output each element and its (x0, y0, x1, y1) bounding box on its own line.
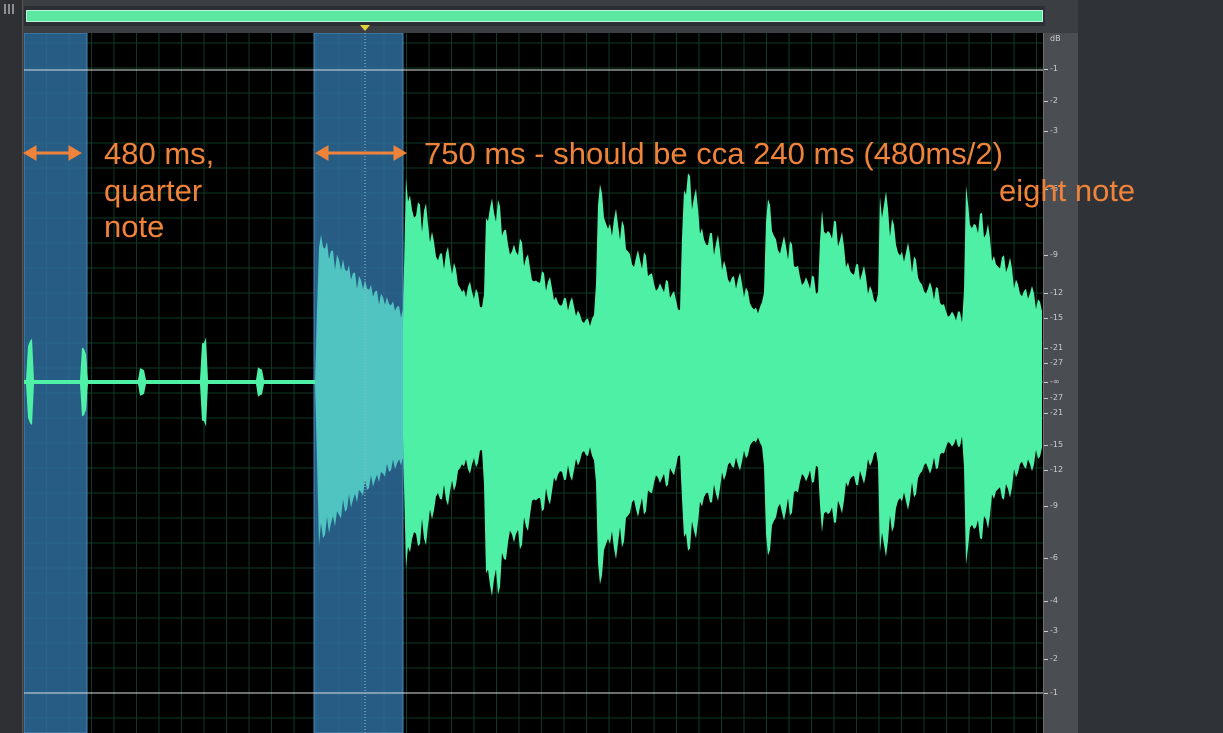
db-tick-label: -2 (1050, 96, 1058, 105)
eighth-label: 750 ms - should be cca 240 ms (480ms/2) (424, 136, 1003, 171)
db-tick-label: -21 (1050, 343, 1064, 352)
playhead-marker-icon[interactable] (360, 25, 370, 31)
eighth-arrow-right-icon (393, 145, 407, 161)
db-tick-label: -9 (1050, 250, 1058, 259)
waveform-selected (315, 234, 403, 546)
quarter-arrow-left-icon (23, 145, 37, 161)
db-tick-label: -4 (1050, 596, 1058, 605)
grip-icon[interactable] (4, 4, 16, 14)
db-tick-label: -27 (1050, 358, 1064, 367)
db-tick-label: -12 (1050, 288, 1064, 297)
db-tick-label: -3 (1050, 126, 1058, 135)
db-tick-mark (1044, 69, 1048, 70)
db-unit-label: dB (1050, 34, 1061, 43)
db-tick-mark (1044, 445, 1048, 446)
db-tick-label: -15 (1050, 313, 1064, 322)
db-tick-mark (1044, 189, 1048, 190)
db-tick-label: -15 (1050, 440, 1064, 449)
eighth-arrow-left-icon (315, 145, 329, 161)
db-tick-label: -12 (1050, 465, 1064, 474)
db-ruler: dB -1 -2 -3 -6 -9 -12 -15 -21 -27 -∞ -27 -21 -15 -12 -9… (1043, 33, 1078, 733)
overview-bar[interactable] (24, 6, 1045, 26)
waveform (24, 173, 1042, 597)
db-tick-mark (1044, 506, 1048, 507)
db-tick-mark (1044, 382, 1048, 383)
quarter-label-line1: 480 ms, (104, 136, 215, 171)
db-tick-mark (1044, 398, 1048, 399)
quarter-label-line3: note (104, 209, 165, 244)
db-tick-mark (1044, 631, 1048, 632)
db-tick-mark (1044, 413, 1048, 414)
db-tick-label: -27 (1050, 393, 1064, 402)
db-tick-mark (1044, 601, 1048, 602)
db-tick-mark (1044, 659, 1048, 660)
db-tick-label: -6 (1050, 184, 1058, 193)
db-tick-mark (1044, 363, 1048, 364)
db-tick-label: -1 (1050, 688, 1058, 697)
db-tick-mark (1044, 293, 1048, 294)
right-panel (1078, 0, 1223, 733)
quarter-label-line2: quarter (104, 173, 203, 208)
db-tick-label: -∞ (1050, 377, 1060, 386)
db-tick-mark (1044, 255, 1048, 256)
track-header-strip (0, 0, 23, 733)
db-tick-mark (1044, 318, 1048, 319)
db-tick-mark (1044, 131, 1048, 132)
db-tick-label: -6 (1050, 553, 1058, 562)
db-tick-label: -2 (1050, 654, 1058, 663)
quarter-arrow-right-icon (68, 145, 82, 161)
db-tick-mark (1044, 470, 1048, 471)
db-tick-mark (1044, 693, 1048, 694)
db-tick-mark (1044, 348, 1048, 349)
eighth-label-line2: eight note (999, 173, 1136, 208)
db-tick-label: -9 (1050, 501, 1058, 510)
overview-waveform[interactable] (26, 10, 1043, 22)
db-tick-label: -21 (1050, 408, 1064, 417)
db-tick-label: -1 (1050, 64, 1058, 73)
db-tick-mark (1044, 558, 1048, 559)
db-tick-label: -3 (1050, 626, 1058, 635)
db-tick-mark (1044, 101, 1048, 102)
